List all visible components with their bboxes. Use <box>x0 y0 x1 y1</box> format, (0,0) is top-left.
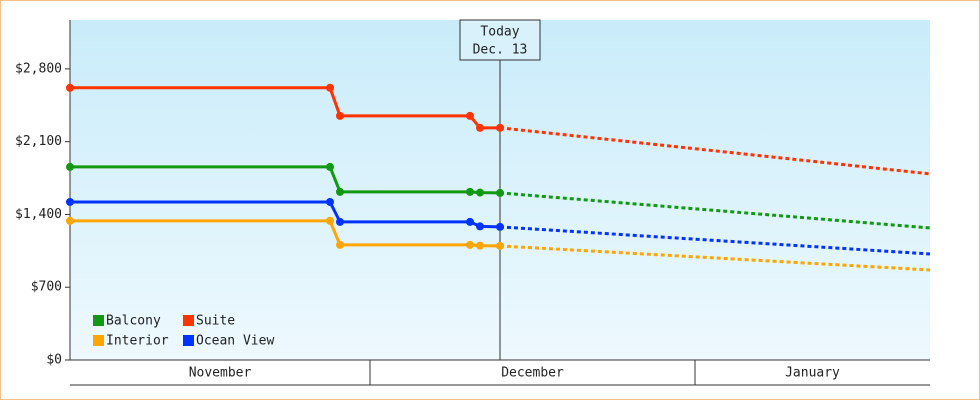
forecast-line <box>499 244 931 272</box>
point <box>326 83 334 92</box>
point <box>476 241 484 250</box>
point <box>476 188 484 197</box>
point <box>336 240 344 249</box>
forecast-line <box>499 225 931 256</box>
legend-label: Suite <box>196 314 235 329</box>
legend-label: Interior <box>106 334 169 349</box>
point <box>466 240 474 249</box>
today-label: Today <box>480 25 519 40</box>
y-tick-label: $2,100 <box>15 134 62 149</box>
y-tick-label: $2,800 <box>15 61 62 76</box>
today-box <box>459 19 541 61</box>
point <box>466 217 474 226</box>
point <box>66 83 74 92</box>
forecast-line <box>499 191 931 230</box>
point <box>476 222 484 231</box>
y-tick-label: $700 <box>31 280 62 295</box>
point <box>66 216 74 225</box>
layer: $0 $700 $1,400 $2,100 $2,800 November December… <box>15 19 931 386</box>
point <box>336 111 344 120</box>
point <box>336 217 344 226</box>
month-label: January <box>785 366 840 381</box>
y-tick-label: $1,400 <box>15 207 62 222</box>
point <box>496 123 504 132</box>
legend-swatch <box>93 335 104 346</box>
point <box>66 162 74 171</box>
point <box>326 216 334 225</box>
forecast-line <box>499 126 931 176</box>
today-date: Dec. 13 <box>473 43 528 58</box>
month-label: December <box>501 366 564 381</box>
legend-swatch <box>93 315 104 326</box>
point <box>66 197 74 206</box>
legend-swatch <box>183 315 194 326</box>
point <box>476 123 484 132</box>
point <box>496 241 504 250</box>
legend-swatch <box>183 335 194 346</box>
legend-label: Balcony <box>106 314 161 329</box>
legend-label: Ocean View <box>196 334 274 349</box>
point <box>336 187 344 196</box>
point <box>496 222 504 231</box>
point <box>466 187 474 196</box>
y-tick-label: $0 <box>46 353 62 368</box>
point <box>496 188 504 197</box>
point <box>466 111 474 120</box>
point <box>326 162 334 171</box>
point <box>326 197 334 206</box>
month-label: November <box>189 366 252 381</box>
